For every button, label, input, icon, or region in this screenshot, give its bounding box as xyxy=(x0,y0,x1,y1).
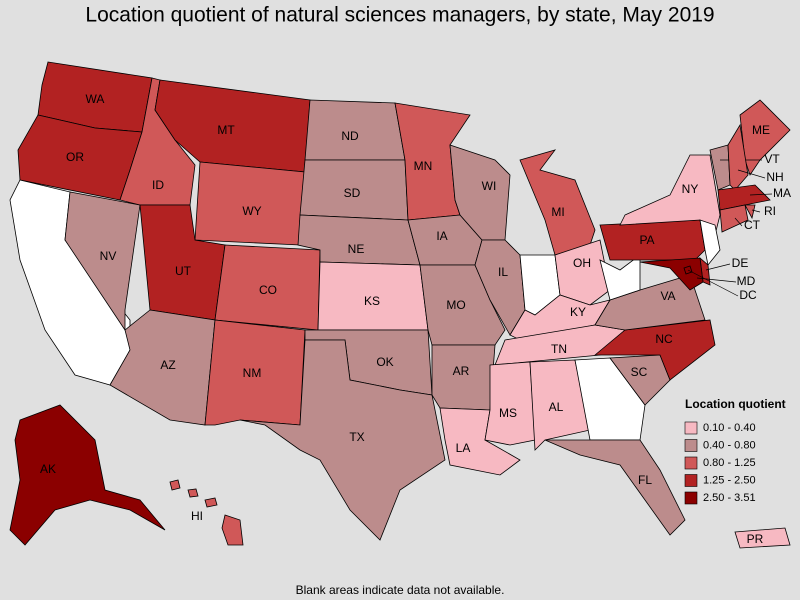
state-tx xyxy=(239,339,446,541)
state-label: UT xyxy=(175,264,192,278)
state-label: NM xyxy=(243,366,262,380)
leader-line xyxy=(734,217,743,227)
state-label: KS xyxy=(364,294,380,308)
state-ga xyxy=(574,357,646,441)
legend-label: 0.80 - 1.25 xyxy=(703,457,756,469)
state-label: ME xyxy=(752,123,770,137)
state-label: SD xyxy=(344,186,361,200)
state-oh xyxy=(554,239,611,306)
legend-label: 1.25 - 2.50 xyxy=(703,474,756,486)
leader-line xyxy=(751,209,761,213)
leader-line xyxy=(696,277,737,283)
state-label: WY xyxy=(242,204,261,218)
legend-swatch xyxy=(684,474,698,487)
leader-line xyxy=(705,263,731,271)
state-pr xyxy=(734,527,791,549)
state-hi-island xyxy=(187,488,199,498)
state-label: MT xyxy=(217,123,235,137)
state-mi xyxy=(519,149,596,256)
state-label: IA xyxy=(436,229,447,243)
legend-label: 0.40 - 0.80 xyxy=(703,439,756,451)
map-title: Location quotient of natural sciences ma… xyxy=(85,4,714,27)
state-label: MD xyxy=(737,274,756,288)
state-nv xyxy=(64,191,141,332)
state-label: TN xyxy=(551,342,567,356)
state-al xyxy=(529,359,591,451)
state-label: NH xyxy=(766,170,783,184)
state-label: WA xyxy=(86,92,105,106)
state-label: NE xyxy=(348,242,365,256)
state-label: OK xyxy=(376,355,393,369)
state-label: MA xyxy=(773,186,791,200)
legend-label: 2.50 - 3.51 xyxy=(703,492,756,504)
state-label: IL xyxy=(498,265,508,279)
state-nj xyxy=(699,219,721,266)
state-hi-island xyxy=(221,514,244,546)
state-label: CO xyxy=(259,283,277,297)
state-ny xyxy=(619,154,721,236)
state-label: MS xyxy=(499,406,517,420)
state-ma xyxy=(717,184,771,211)
state-nh xyxy=(727,123,749,191)
state-label: ND xyxy=(341,129,359,143)
legend-title: Location quotient xyxy=(685,397,786,411)
state-label: DE xyxy=(732,256,749,270)
state-label: HI xyxy=(191,509,203,523)
state-label: PR xyxy=(747,532,764,546)
state-label: VA xyxy=(660,289,675,303)
state-label: NC xyxy=(655,332,673,346)
state-label: WI xyxy=(482,179,497,193)
state-label: MI xyxy=(551,205,564,219)
state-label: VT xyxy=(764,152,780,166)
state-ms xyxy=(484,361,536,446)
state-fl xyxy=(544,439,686,536)
state-label: PA xyxy=(639,233,654,247)
leader-line xyxy=(749,193,773,196)
state-ct xyxy=(719,204,749,233)
legend-swatch xyxy=(684,439,698,452)
state-label: CT xyxy=(744,218,761,232)
state-label: DC xyxy=(739,288,757,302)
state-label: TX xyxy=(349,430,364,444)
state-label: ID xyxy=(152,178,164,192)
state-ri xyxy=(744,204,756,220)
legend-swatch xyxy=(684,491,698,505)
state-ak xyxy=(9,404,166,546)
state-label: AZ xyxy=(160,358,175,372)
state-label: AL xyxy=(549,400,564,414)
state-label: AK xyxy=(40,462,56,476)
state-label: MO xyxy=(446,298,465,312)
state-label: FL xyxy=(638,473,652,487)
state-label: LA xyxy=(456,441,471,455)
state-hi-island xyxy=(204,497,218,508)
state-label: NY xyxy=(682,182,699,196)
legend-swatch xyxy=(684,421,698,435)
state-label: OH xyxy=(573,256,591,270)
leader-line xyxy=(737,169,766,179)
state-hi xyxy=(169,479,181,491)
state-label: AR xyxy=(453,364,470,378)
footnote: Blank areas indicate data not available. xyxy=(296,583,505,597)
state-label: OR xyxy=(66,150,84,164)
state-label: MN xyxy=(414,159,433,173)
state-label: KY xyxy=(570,305,586,319)
state-label: SC xyxy=(631,365,648,379)
legend-swatch xyxy=(684,456,698,470)
leader-line xyxy=(687,269,739,297)
legend-label: 0.10 - 0.40 xyxy=(703,422,756,434)
state-wv xyxy=(599,254,641,301)
state-label: NV xyxy=(100,249,117,263)
state-label: RI xyxy=(764,204,776,218)
state-md xyxy=(639,257,704,291)
